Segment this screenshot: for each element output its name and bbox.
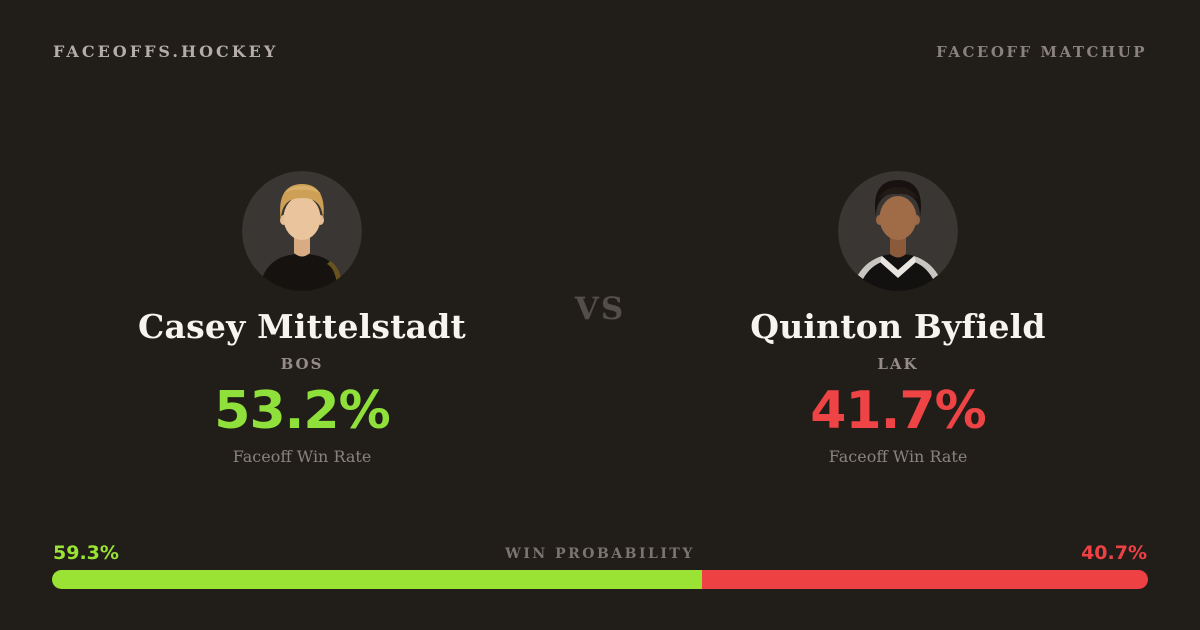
- avatar: [838, 171, 958, 291]
- win-probability-bar: [52, 570, 1148, 589]
- brand-wordmark: FACEOFFS.HOCKEY: [53, 42, 279, 61]
- player-photo-icon: [242, 171, 362, 291]
- avatar: [242, 171, 362, 291]
- player-name: Casey Mittelstadt: [138, 307, 466, 346]
- faceoff-win-rate-label: Faceoff Win Rate: [828, 447, 968, 466]
- player-team: LAK: [877, 355, 919, 373]
- faceoff-win-rate-value: 41.7%: [810, 381, 986, 441]
- header: FACEOFFS.HOCKEY FACEOFF MATCHUP: [53, 42, 1147, 61]
- player-card-right: Quinton Byfield LAK 41.7% Faceoff Win Ra…: [698, 171, 1098, 466]
- vs-label: VS: [574, 291, 626, 327]
- player-card-left: Casey Mittelstadt BOS 53.2% Faceoff Win …: [102, 171, 502, 466]
- win-probability-left-value: 59.3%: [53, 542, 119, 564]
- win-bar-left: [52, 570, 702, 589]
- player-team: BOS: [280, 355, 324, 373]
- player-name: Quinton Byfield: [750, 307, 1046, 346]
- win-bar-right: [701, 570, 1148, 589]
- player-photo-icon: [838, 171, 958, 291]
- faceoff-win-rate-value: 53.2%: [214, 381, 390, 441]
- win-probability-title: WIN PROBABILITY: [505, 546, 695, 562]
- faceoff-win-rate-label: Faceoff Win Rate: [232, 447, 372, 466]
- win-probability-right-value: 40.7%: [1081, 542, 1147, 564]
- card-type-label: FACEOFF MATCHUP: [936, 43, 1147, 61]
- win-probability-labels: 59.3% WIN PROBABILITY 40.7%: [53, 542, 1147, 564]
